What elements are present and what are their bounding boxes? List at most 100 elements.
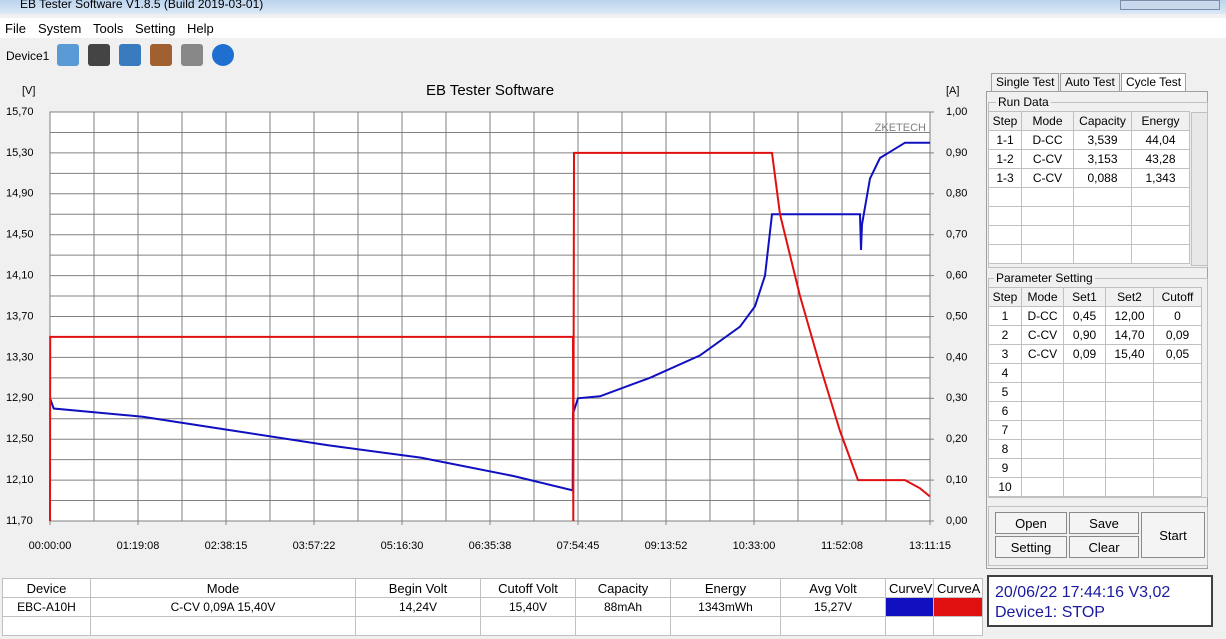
toolbar-icon[interactable]: [181, 44, 203, 66]
table-cell: [1105, 439, 1154, 459]
status-box: [987, 575, 1213, 627]
table-cell: [1063, 458, 1106, 478]
run-data-table-body: Step Mode Capacity Energy 1-1 D-CC 3,539 44,04 1…: [988, 111, 1190, 264]
table-cell: [1021, 363, 1064, 383]
toolbar-icon[interactable]: [88, 44, 110, 66]
table-cell: 10: [988, 477, 1022, 497]
table-cell: [1021, 187, 1074, 207]
button[interactable]: Clear: [1069, 536, 1139, 558]
table-cell: 0,09: [1063, 344, 1106, 364]
table-cell: [575, 616, 671, 636]
table-cell: [1021, 401, 1064, 421]
table-cell: [933, 597, 983, 617]
table-cell: 3,539: [1073, 130, 1132, 150]
table-cell: 43,28: [1131, 149, 1190, 169]
y2-tick-label: 0,10: [946, 474, 967, 486]
close-button[interactable]: [1120, 0, 1220, 10]
x-tick-label: 06:35:38: [469, 540, 512, 552]
toolbar-icon[interactable]: [150, 44, 172, 66]
y-axis-label: [V]: [22, 85, 35, 97]
button[interactable]: Setting: [995, 536, 1067, 558]
table-cell: 14,24V: [355, 597, 481, 617]
column-header: Set2: [1105, 287, 1154, 307]
table-row: 6: [988, 401, 1202, 421]
table-cell: [1131, 225, 1190, 245]
menu-bar: [0, 18, 1226, 38]
table-cell: 0: [1153, 306, 1202, 326]
y2-tick-label: 0,90: [946, 147, 967, 159]
menu-item[interactable]: System: [38, 21, 82, 36]
table-row: 5: [988, 382, 1202, 402]
table-cell: [1021, 420, 1064, 440]
menu-item[interactable]: Setting: [135, 21, 176, 36]
table-cell: 1,343: [1131, 168, 1190, 188]
table-cell: [780, 616, 886, 636]
x-tick-label: 03:57:22: [293, 540, 336, 552]
chart-title: EB Tester Software: [426, 82, 554, 99]
button[interactable]: Save: [1069, 512, 1139, 534]
menu-item[interactable]: File: [5, 21, 26, 36]
table-cell: [1021, 244, 1074, 264]
tab[interactable]: Cycle Test: [1121, 73, 1187, 91]
data-line: [49, 141, 930, 492]
table-row: [2, 616, 983, 636]
button[interactable]: Start: [1141, 512, 1205, 558]
y2-axis-label: [A]: [946, 85, 959, 97]
column-header: Begin Volt: [355, 578, 481, 598]
table-cell: 12,00: [1105, 306, 1154, 326]
y2-tick-label: 0,20: [946, 433, 967, 445]
table-row: 2 C-CV 0,90 14,70 0,09: [988, 325, 1202, 345]
table-cell: [933, 616, 983, 636]
table-cell: 5: [988, 382, 1022, 402]
y2-tick-label: 0,80: [946, 188, 967, 200]
button[interactable]: Open: [995, 512, 1067, 534]
table-cell: [670, 616, 781, 636]
table-row: 4: [988, 363, 1202, 383]
table-row: [988, 244, 1190, 264]
toolbar-icon[interactable]: [57, 44, 79, 66]
toolbar-icon[interactable]: [119, 44, 141, 66]
column-header: CurveA: [933, 578, 983, 598]
table-cell: 14,70: [1105, 325, 1154, 345]
column-header: Cutoff Volt: [480, 578, 576, 598]
table-cell: C-CV: [1021, 168, 1074, 188]
table-cell: 3,153: [1073, 149, 1132, 169]
table-cell: 15,40: [1105, 344, 1154, 364]
table-cell: [1105, 458, 1154, 478]
tab[interactable]: Single Test: [991, 73, 1060, 91]
table-cell: 0,45: [1063, 306, 1106, 326]
window-title: EB Tester Software V1.8.5 (Build 2019-03…: [20, 0, 264, 11]
tab[interactable]: Auto Test: [1060, 73, 1120, 91]
table-cell: [1021, 477, 1064, 497]
column-header: Avg Volt: [780, 578, 886, 598]
table-cell: [1131, 187, 1190, 207]
y-tick-label: 14,50: [6, 229, 34, 241]
scrollbar[interactable]: [1191, 112, 1208, 266]
table-cell: 1-2: [988, 149, 1022, 169]
table-cell: [988, 206, 1022, 226]
table-row: 10: [988, 477, 1202, 497]
table-cell: 6: [988, 401, 1022, 421]
y-tick-label: 12,10: [6, 474, 34, 486]
table-cell: [1153, 477, 1202, 497]
table-cell: 1: [988, 306, 1022, 326]
column-header: CurveV: [885, 578, 934, 598]
table-row: 8: [988, 439, 1202, 459]
table-cell: [885, 616, 934, 636]
table-cell: [1073, 187, 1132, 207]
table-cell: [1073, 244, 1132, 264]
x-tick-label: 00:00:00: [29, 540, 72, 552]
table-cell: 1343mWh: [670, 597, 781, 617]
header-row: Step Mode Set1 Set2 Cutoff: [988, 287, 1202, 307]
table-cell: [2, 616, 91, 636]
column-header: Mode: [90, 578, 356, 598]
menu-item[interactable]: Tools: [93, 21, 124, 36]
y-tick-label: 15,70: [6, 106, 34, 118]
toolbar-icon[interactable]: [212, 44, 234, 66]
table-cell: 9: [988, 458, 1022, 478]
header-row: Device Mode Begin Volt Cutoff Volt Capacity E…: [2, 578, 983, 598]
table-cell: 1-1: [988, 130, 1022, 150]
menu-item[interactable]: Help: [187, 21, 214, 36]
table-cell: C-CV 0,09A 15,40V: [90, 597, 356, 617]
